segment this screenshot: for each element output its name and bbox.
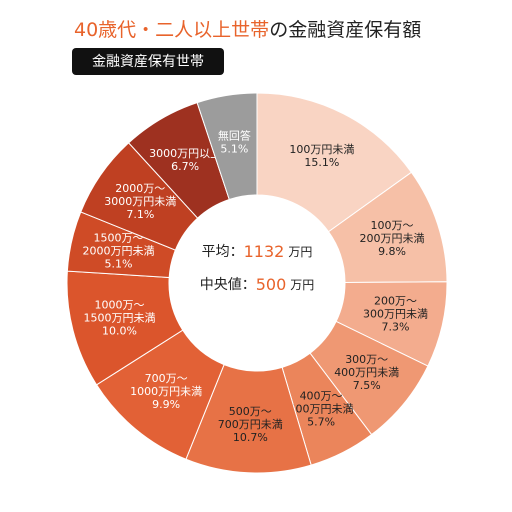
label-line: 無回答	[218, 128, 251, 142]
median-value: 500	[256, 275, 287, 294]
mean-line: 平均：1132 万円	[202, 242, 313, 261]
label-line: 300万円未満	[363, 307, 428, 320]
label-line: 3000万円以上	[149, 147, 221, 160]
value-label: 10.7%	[233, 431, 268, 444]
segment-label: 1000万～ 1500万円未満	[83, 298, 155, 324]
label-line: 700万円未満	[218, 418, 283, 431]
segment-label: 400万～ 500万円未満	[289, 390, 354, 416]
donut-segment	[196, 92, 258, 201]
badge: 金融資産保有世帯	[92, 54, 204, 70]
value-label: 5.1%	[220, 142, 248, 155]
segment-label: 100万円未満	[289, 143, 354, 156]
label-line: 2000万円未満	[83, 245, 155, 258]
mean-unit: 万円	[288, 245, 312, 259]
segment-label: 500万～ 700万円未満	[218, 405, 283, 431]
segment-label: 300万～ 400万円未満	[334, 353, 399, 379]
segment-label: 100万～ 200万円未満	[360, 219, 425, 245]
chart-title: 40歳代・二人以上世帯の金融資産保有額	[74, 19, 421, 41]
mean-value: 1132	[244, 242, 285, 261]
label-line: 300万～	[345, 353, 388, 366]
mean-label: 平均：	[202, 244, 244, 260]
label-line: 1500万円未満	[83, 311, 155, 324]
value-label: 7.5%	[353, 379, 381, 392]
value-label: 9.9%	[152, 398, 180, 411]
label-line: 500万円未満	[289, 403, 354, 416]
title-rest: の金融資産保有額	[269, 19, 421, 41]
label-line: 400万～	[300, 390, 343, 403]
label-line: 400万円未満	[334, 366, 399, 379]
label-line: 700万～	[145, 372, 188, 385]
label-line: 1500万～	[94, 232, 144, 245]
segment-label: 無回答	[218, 128, 251, 142]
value-label: 9.8%	[378, 245, 406, 258]
value-label: 5.1%	[105, 258, 133, 271]
donut-segment	[256, 92, 413, 233]
segment-label: 200万～ 300万円未満	[363, 294, 428, 320]
label-line: 1000万円未満	[130, 385, 202, 398]
label-line: 500万～	[229, 405, 272, 418]
median-line: 中央値：500 万円	[200, 275, 315, 294]
segment-label: 1500万～ 2000万円未満	[83, 232, 155, 258]
label-line: 100万円未満	[289, 143, 354, 156]
label-line: 200万～	[374, 294, 417, 307]
segment-label: 3000万円以上	[149, 147, 221, 160]
value-label: 7.3%	[382, 320, 410, 333]
value-label: 5.7%	[307, 416, 335, 429]
value-label: 7.1%	[126, 208, 154, 221]
segment-label: 700万～ 1000万円未満	[130, 372, 202, 398]
label-line: 1000万～	[94, 298, 144, 311]
value-label: 6.7%	[171, 160, 199, 173]
median-label: 中央値：	[200, 277, 256, 293]
title-highlight: 40歳代・二人以上世帯	[74, 19, 269, 41]
value-label: 15.1%	[304, 156, 339, 169]
badge-bg	[72, 48, 224, 75]
label-line: 2000万～	[115, 182, 165, 195]
label-line: 200万円未満	[360, 232, 425, 245]
label-line: 100万～	[371, 219, 414, 232]
segment-label: 2000万～ 3000万円未満	[104, 182, 176, 208]
label-line: 3000万円未満	[104, 195, 176, 208]
median-unit: 万円	[290, 278, 314, 292]
value-label: 10.0%	[102, 324, 137, 337]
